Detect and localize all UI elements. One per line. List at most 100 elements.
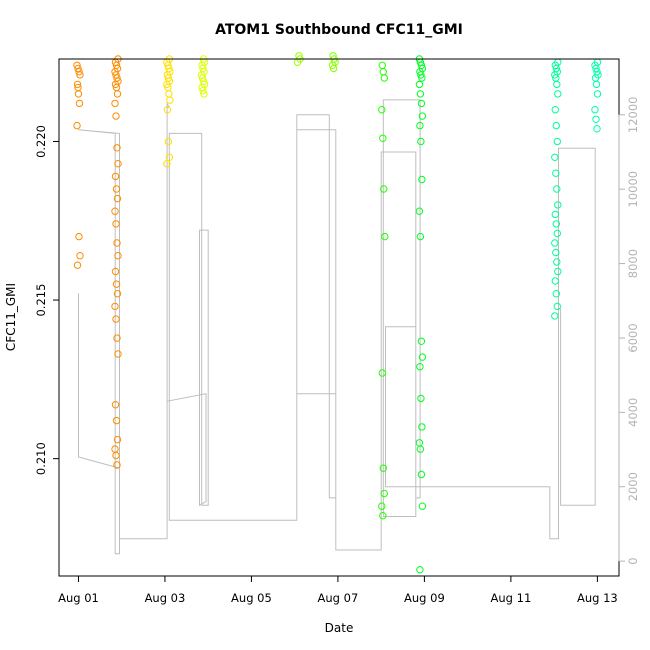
data-point (163, 160, 171, 168)
data-point (552, 220, 560, 228)
data-point (113, 290, 122, 298)
y2-tick-label: 12000 (626, 96, 640, 133)
data-point (552, 290, 560, 298)
data-point (379, 134, 387, 143)
data-point (415, 80, 424, 89)
data-point (111, 302, 119, 311)
data-point (551, 106, 559, 114)
data-point (164, 137, 173, 146)
data-point (592, 80, 601, 89)
x-axis-label: Date (325, 621, 354, 635)
y-axis-label: CFC11_GMI (4, 283, 18, 351)
data-point (553, 258, 561, 266)
data-point (328, 61, 337, 70)
data-point (417, 470, 426, 479)
data-point (416, 566, 424, 574)
data-point (114, 252, 122, 260)
x-tick-label: Aug 09 (404, 591, 445, 605)
data-point (552, 121, 560, 130)
data-point (553, 80, 561, 89)
data-point (591, 106, 599, 114)
data-point (76, 252, 84, 260)
data-point (113, 461, 121, 469)
data-point (73, 261, 82, 269)
data-point (114, 350, 122, 358)
data-point (417, 337, 426, 345)
data-point (164, 61, 172, 70)
data-point (111, 80, 120, 89)
data-point (74, 83, 82, 92)
data-point (416, 121, 424, 130)
data-point (74, 64, 82, 73)
data-point (113, 334, 121, 342)
data-point (75, 68, 83, 76)
data-point (379, 512, 387, 520)
y2-tick-label: 4000 (626, 398, 640, 427)
data-point (73, 121, 81, 130)
series-3 (197, 55, 209, 98)
data-point (111, 401, 120, 409)
data-point (112, 112, 120, 120)
data-point (112, 451, 120, 460)
data-point (418, 502, 427, 510)
data-point (417, 71, 425, 79)
series-7 (415, 55, 427, 574)
data-point (75, 99, 84, 108)
data-point (554, 90, 562, 98)
data-point (553, 185, 561, 193)
data-point (415, 207, 424, 215)
data-point (73, 61, 81, 70)
data-point (592, 64, 600, 73)
y-tick-label: 0.215 (34, 284, 48, 317)
data-point (378, 502, 386, 510)
data-point (551, 153, 559, 162)
data-point (378, 106, 386, 114)
y-axis: 0.210 0.215 0.220 (34, 125, 60, 475)
data-point (592, 115, 600, 124)
data-point (111, 99, 119, 108)
data-point (112, 220, 120, 228)
data-point (417, 137, 425, 146)
data-point (551, 239, 559, 247)
data-point (416, 90, 425, 98)
y-tick-label: 0.210 (34, 442, 48, 475)
y2-tick-label: 2000 (626, 472, 640, 501)
data-point (111, 267, 120, 276)
y2-tick-label: 6000 (626, 323, 640, 352)
data-point (553, 229, 561, 238)
data-point (198, 83, 206, 92)
chart-title: ATOM1 Southbound CFC11_GMI (215, 22, 463, 38)
data-point (418, 74, 426, 82)
data-point (380, 74, 388, 82)
data-point (163, 80, 171, 89)
x-tick-label: Aug 07 (318, 591, 359, 605)
data-point (552, 169, 560, 177)
data-point (553, 137, 561, 146)
data-point (552, 248, 560, 257)
data-point (113, 435, 122, 444)
data-point (113, 239, 121, 247)
data-point (198, 74, 207, 82)
x-axis: Aug 01 Aug 03 Aug 05 Aug 07 Aug 09 Aug 11 Aug … (58, 575, 618, 605)
data-point (553, 302, 561, 311)
data-point (551, 277, 559, 285)
data-point (416, 445, 425, 453)
data-point (76, 71, 84, 79)
altitude-layer (78, 99, 596, 555)
data-point (551, 210, 559, 219)
data-point (593, 90, 602, 98)
data-point (417, 394, 425, 403)
x-tick-label: Aug 01 (58, 591, 99, 605)
data-point (165, 153, 174, 162)
data-point (200, 90, 208, 98)
data-point (113, 194, 122, 203)
data-point (378, 369, 386, 377)
data-point (418, 423, 426, 431)
data-point (416, 232, 425, 241)
y2-tick-label: 8000 (626, 249, 640, 278)
data-point (166, 96, 174, 104)
data-point (329, 64, 338, 73)
x-tick-label: Aug 13 (577, 591, 618, 605)
